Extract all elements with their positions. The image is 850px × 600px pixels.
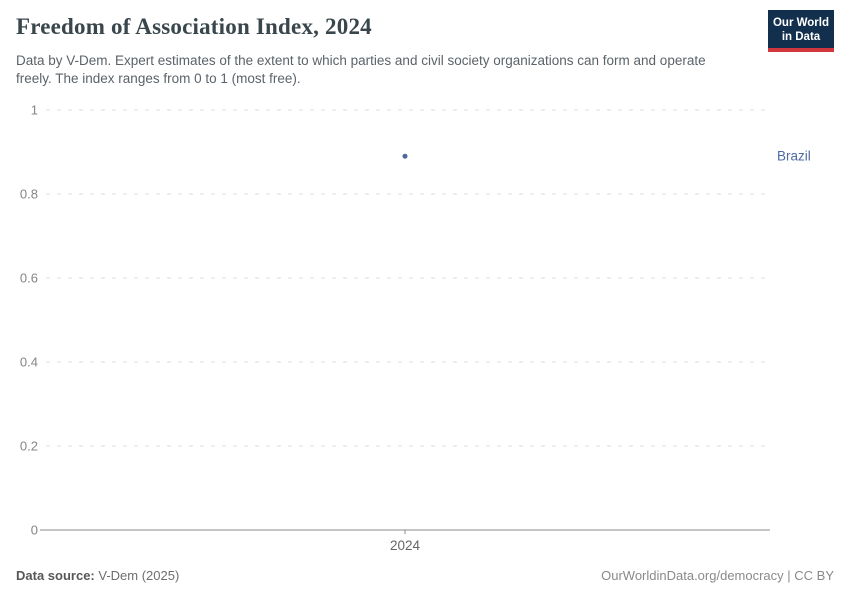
owid-logo-line2: in Data [781,31,821,44]
attribution-link[interactable]: OurWorldinData.org/democracy | CC BY [601,568,834,583]
chart-subtitle: Data by V-Dem. Expert estimates of the e… [16,53,706,86]
y-axis-tick-label: 0.6 [20,271,38,286]
y-axis-tick-label: 1 [31,103,38,118]
y-axis-tick-label: 0.2 [20,439,38,454]
owid-logo-line1: Our World [772,17,829,29]
data-source-note[interactable]: Data source: V-Dem (2025) [16,568,179,583]
data-source-label: Data source: [16,568,95,583]
entity-label-brazil[interactable]: Brazil [777,149,811,164]
data-point-brazil[interactable] [402,153,408,159]
y-axis-tick-label: 0 [31,523,38,538]
y-axis-tick-label: 0.4 [20,355,38,370]
chart-title: Freedom of Association Index, 2024 [16,14,372,39]
chart-footer: Data source: V-Dem (2025) OurWorldinData… [16,568,834,583]
owid-logo[interactable]: Our World in Data [768,10,834,52]
x-axis-tick-label: 2024 [390,538,421,553]
data-source-value: V-Dem (2025) [98,568,180,583]
y-axis-tick-label: 0.8 [20,187,38,202]
